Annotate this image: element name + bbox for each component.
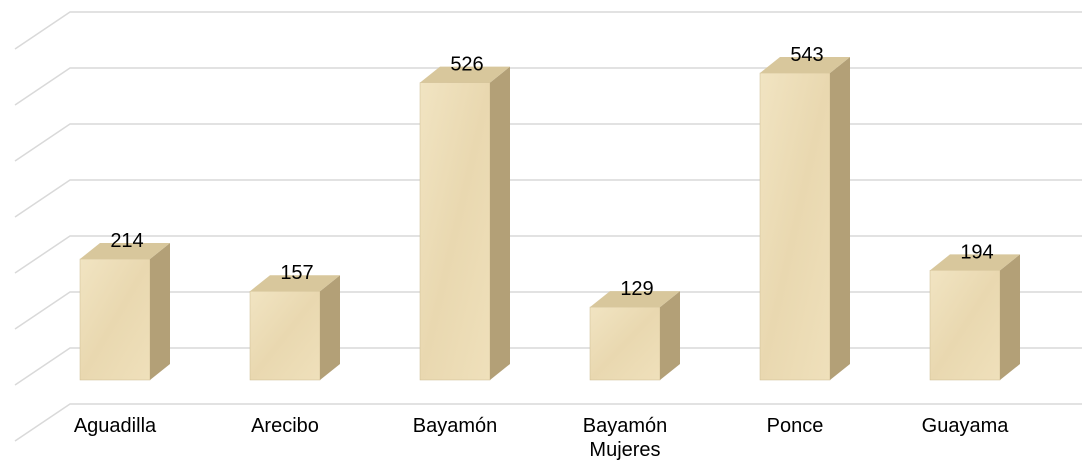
bar xyxy=(79,258,151,381)
x-tick-label: Bayamón Mujeres xyxy=(582,415,668,461)
grid-line xyxy=(14,235,1082,274)
data-label: 214 xyxy=(110,230,143,252)
bar xyxy=(589,306,661,381)
data-label: 157 xyxy=(280,262,313,284)
bar-top xyxy=(760,57,850,73)
data-label: 543 xyxy=(790,44,823,66)
grid-line xyxy=(14,291,1082,330)
bar-top xyxy=(590,291,680,308)
grid-line xyxy=(14,403,1082,442)
bar-top xyxy=(250,275,340,292)
bar-side xyxy=(320,275,340,380)
data-label: 526 xyxy=(450,54,483,76)
bar-side xyxy=(1000,254,1020,380)
bar-top xyxy=(80,243,170,260)
bar-side xyxy=(830,57,850,380)
x-tick-label: Bayamón xyxy=(412,415,498,437)
x-tick-label: Arecibo xyxy=(251,415,319,437)
bar-top xyxy=(420,66,510,83)
bar xyxy=(759,72,831,381)
bar-side xyxy=(660,291,680,380)
grid-line xyxy=(14,179,1082,218)
x-tick-label: Guayama xyxy=(921,415,1009,437)
data-label: 194 xyxy=(960,241,993,263)
grid-line xyxy=(14,67,1082,106)
data-label: 129 xyxy=(620,278,653,300)
x-tick-label: Ponce xyxy=(766,415,824,437)
grid-line xyxy=(14,123,1082,162)
grid-line xyxy=(14,11,1082,50)
bar xyxy=(419,82,491,381)
bar xyxy=(249,290,321,381)
x-tick-label: Aguadilla xyxy=(73,415,157,437)
bar-top xyxy=(930,254,1020,271)
bar xyxy=(929,270,1001,381)
bar-side xyxy=(150,243,170,380)
bar-side xyxy=(490,66,510,380)
grid-line xyxy=(14,347,1082,386)
